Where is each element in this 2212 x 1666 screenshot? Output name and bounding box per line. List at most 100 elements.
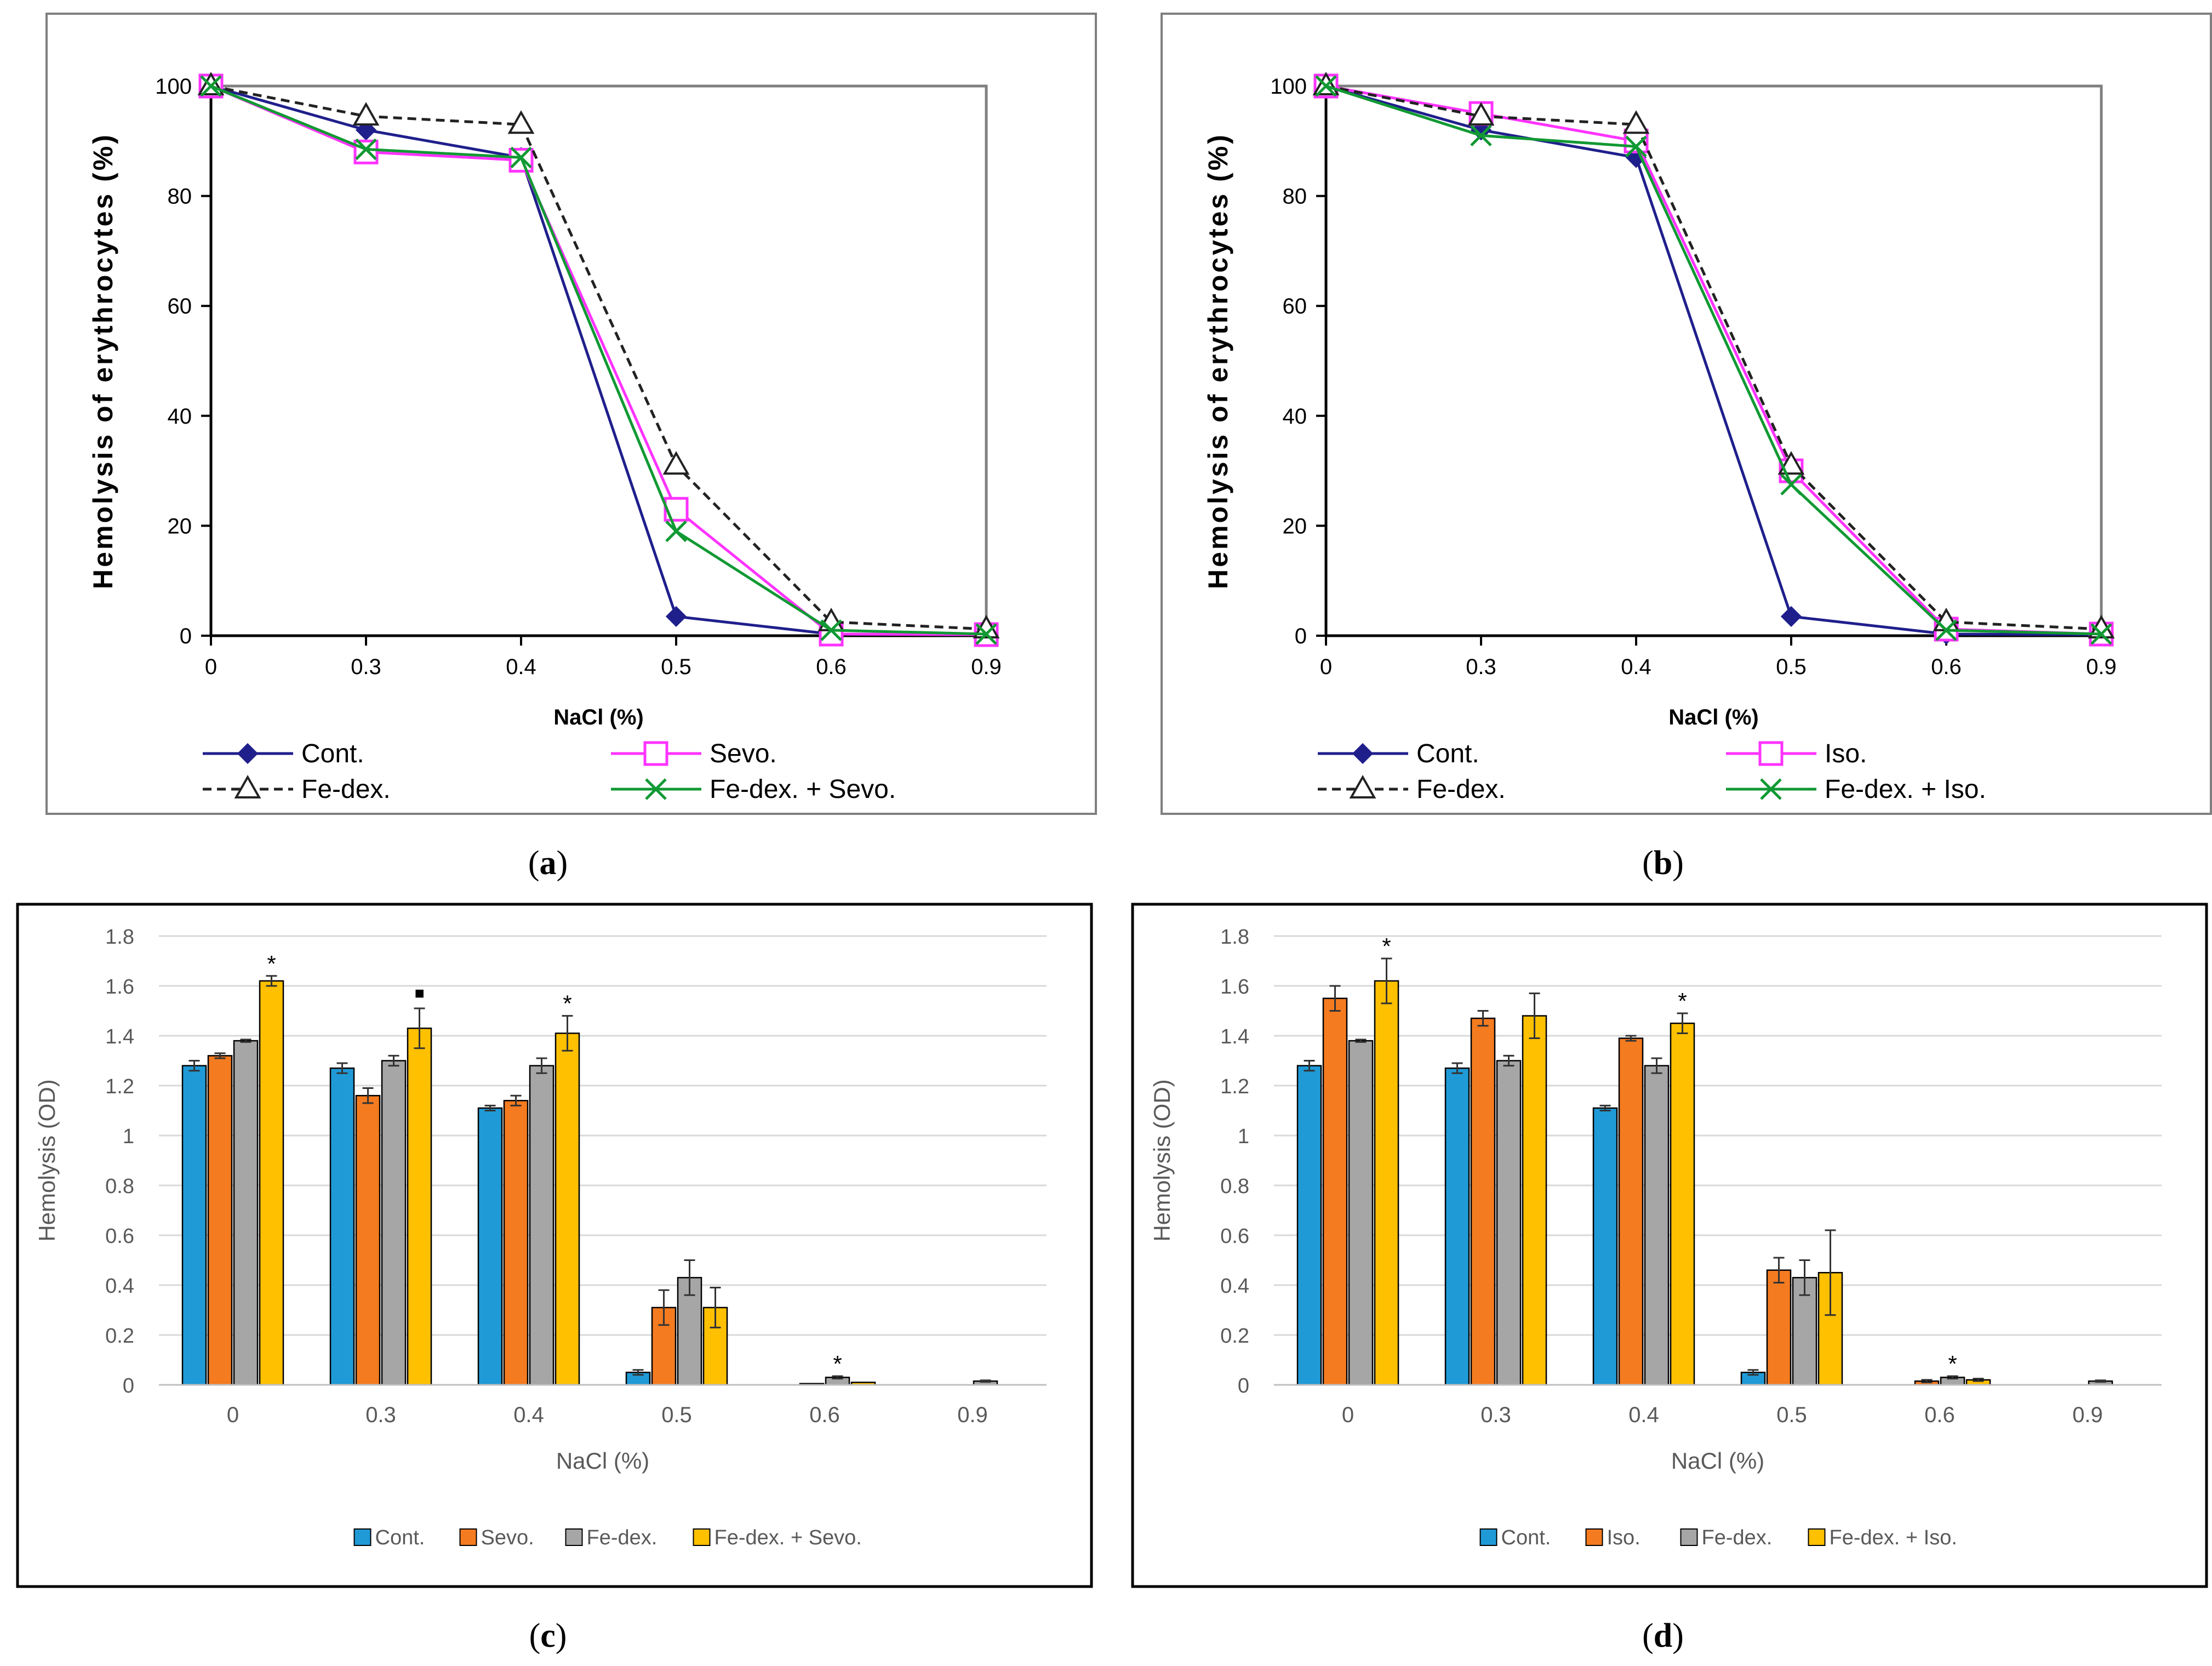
x-tick-label-c-3: 0.5 (661, 1403, 692, 1427)
error-bar-d-cont-1 (1451, 1062, 1463, 1074)
y-tick-label-a-3: 60 (168, 294, 192, 318)
bar-chart-c: 0 0.2 0.4 0.6 0.8 1 1.2 1.4 1.6 1.8 0 0.3 0.4 0.5 0.6 0… (34, 926, 1047, 1549)
legend-label-c-sevo: Sevo. (481, 1526, 534, 1549)
line-chart-b: 0 20 40 60 80 100 0 0.3 0.4 0.5 0.6 0.9 NaCl (%) Hemo… (1203, 71, 2117, 804)
point-a-sevo-1 (353, 139, 379, 164)
bar-d-fe-dex-iso-0 (1374, 980, 1399, 1386)
series-line-a-sevo (210, 84, 987, 636)
point-b-fe-dex-iso-4 (1935, 619, 1957, 641)
point-a-fe-dex-sevo-2 (510, 146, 532, 169)
y-axis-title-a: Hemolysis of erythrocytes (%) (88, 133, 118, 589)
annotation-d-1: * (1678, 988, 1687, 1014)
annotation-d-0: * (1382, 933, 1391, 959)
bar-d-iso-2 (1618, 1037, 1644, 1386)
x-tick-label-c-5: 0.9 (957, 1403, 988, 1427)
bar-d-fe-dex-1 (1496, 1060, 1522, 1386)
error-bar-d-iso-0 (1329, 985, 1341, 1012)
y-tick-label-d-3: 0.6 (1220, 1225, 1249, 1248)
panel-a-frame (45, 13, 1097, 815)
x-tick-label-b-5: 0.9 (2086, 655, 2117, 679)
error-bar-d-fe-dex-iso-2 (1677, 1012, 1688, 1034)
series-line-b-cont (1325, 84, 2102, 636)
x-tick-label-b-0: 0 (1320, 655, 1332, 679)
y-tick-label-c-7: 1.4 (105, 1025, 134, 1048)
bar-c-cont-1 (329, 1067, 355, 1386)
legend-label-d-fe-dex: Fe-dex. (1702, 1526, 1773, 1549)
y-tick-label-d-0: 0 (1238, 1374, 1249, 1397)
legend-label-a-fe-dex: Fe-dex. (301, 775, 391, 804)
y-axis-title-d: Hemolysis (OD) (1149, 1079, 1175, 1241)
bar-d-fe-dex-2 (1644, 1065, 1670, 1386)
series-line-b-fe-dex (1325, 84, 2102, 631)
error-bar-c-fe-dex-sevo-1 (414, 1007, 425, 1049)
x-tick-label-d-0: 0 (1342, 1403, 1354, 1427)
point-a-fe-dex-3 (662, 451, 690, 475)
bar-d-fe-dex-iso-1 (1522, 1015, 1547, 1386)
bar-d-iso-1 (1470, 1017, 1496, 1386)
bar-c-fe-dex-sevo-1 (407, 1028, 432, 1386)
legend-label-a-cont: Cont. (301, 739, 364, 768)
y-tick-label-d-9: 1.8 (1220, 926, 1249, 949)
point-b-fe-dex-2 (1622, 110, 1650, 134)
error-bar-c-fe-dex-sevo-0 (266, 975, 277, 987)
y-tick-label-b-0: 0 (1295, 624, 1307, 648)
y-tick-label-a-5: 100 (155, 75, 192, 99)
bar-d-cont-1 (1444, 1067, 1470, 1386)
y-tick-label-b-3: 60 (1283, 294, 1307, 318)
error-bar-d-fe-dex-2 (1651, 1057, 1662, 1074)
caption-a: (a) (528, 845, 568, 882)
error-bar-d-fe-dex-3 (1799, 1259, 1810, 1296)
panel-c-frame (16, 903, 1093, 1588)
x-axis-title-a: NaCl (%) (553, 705, 643, 729)
bar-c-fe-dex-sevo-2 (555, 1032, 580, 1386)
bar-d-fe-dex-iso-2 (1670, 1023, 1695, 1386)
bar-c-fe-dex-0 (233, 1040, 259, 1386)
legend-swatch-d-cont (1479, 1528, 1497, 1546)
point-b-fe-dex-3 (1777, 451, 1805, 475)
point-b-fe-dex-iso-3 (1780, 473, 1802, 495)
annotation-c-3: * (833, 1351, 842, 1377)
error-bar-d-cont-0 (1304, 1060, 1315, 1072)
y-tick-label-c-0: 0 (123, 1374, 134, 1397)
x-tick-label-c-4: 0.6 (809, 1403, 840, 1427)
error-bar-d-fe-dex-5 (2095, 1379, 2106, 1383)
error-bar-c-fe-dex-sevo-3 (710, 1287, 721, 1328)
bar-c-fe-dex-1 (381, 1060, 407, 1386)
x-axis-title-b: NaCl (%) (1668, 705, 1758, 729)
point-b-cont-3 (1780, 606, 1802, 627)
y-tick-label-d-4: 0.8 (1220, 1175, 1249, 1198)
y-tick-label-a-4: 80 (168, 185, 192, 209)
series-line-b-fe-dex-iso (1325, 84, 2102, 636)
point-a-fe-dex-sevo-0 (200, 75, 222, 97)
error-bar-c-fe-dex-3 (684, 1259, 695, 1296)
error-bar-c-fe-dex-sevo-2 (562, 1015, 573, 1052)
legend-swatch-c-fe-dex (565, 1528, 583, 1546)
bar-c-fe-dex-2 (529, 1065, 555, 1386)
legend-label-d-fe-dex-iso: Fe-dex. + Iso. (1830, 1526, 1957, 1549)
bar-d-fe-dex-0 (1348, 1040, 1374, 1386)
legend-swatch-d-iso (1585, 1528, 1603, 1546)
bar-c-fe-dex-sevo-0 (259, 980, 284, 1386)
legend-label-d-iso: Iso. (1607, 1526, 1641, 1549)
x-tick-label-d-3: 0.5 (1776, 1403, 1807, 1427)
error-bar-c-sevo-1 (362, 1087, 374, 1104)
x-tick-label-c-2: 0.4 (513, 1403, 544, 1427)
error-bar-d-fe-dex-iso-4 (1973, 1378, 1984, 1382)
legend-label-b-cont: Cont. (1416, 739, 1479, 768)
x-tick-label-a-0: 0 (205, 655, 217, 679)
bar-d-cont-0 (1296, 1065, 1322, 1386)
x-tick-label-b-3: 0.5 (1776, 655, 1807, 679)
y-tick-label-c-5: 1 (123, 1125, 134, 1148)
y-tick-label-b-1: 20 (1283, 514, 1307, 538)
error-bar-c-fe-dex-4 (832, 1375, 843, 1380)
bar-d-iso-3 (1766, 1269, 1792, 1386)
point-a-fe-dex-sevo-3 (665, 520, 687, 543)
legend-marker-a-cont (237, 743, 259, 764)
error-bar-d-cont-2 (1599, 1104, 1611, 1111)
error-bar-c-sevo-2 (510, 1094, 522, 1106)
y-tick-label-d-6: 1.2 (1220, 1075, 1249, 1098)
legend-swatch-c-cont (353, 1528, 371, 1546)
y-tick-label-b-5: 100 (1270, 75, 1307, 99)
error-bar-d-iso-2 (1625, 1035, 1637, 1042)
